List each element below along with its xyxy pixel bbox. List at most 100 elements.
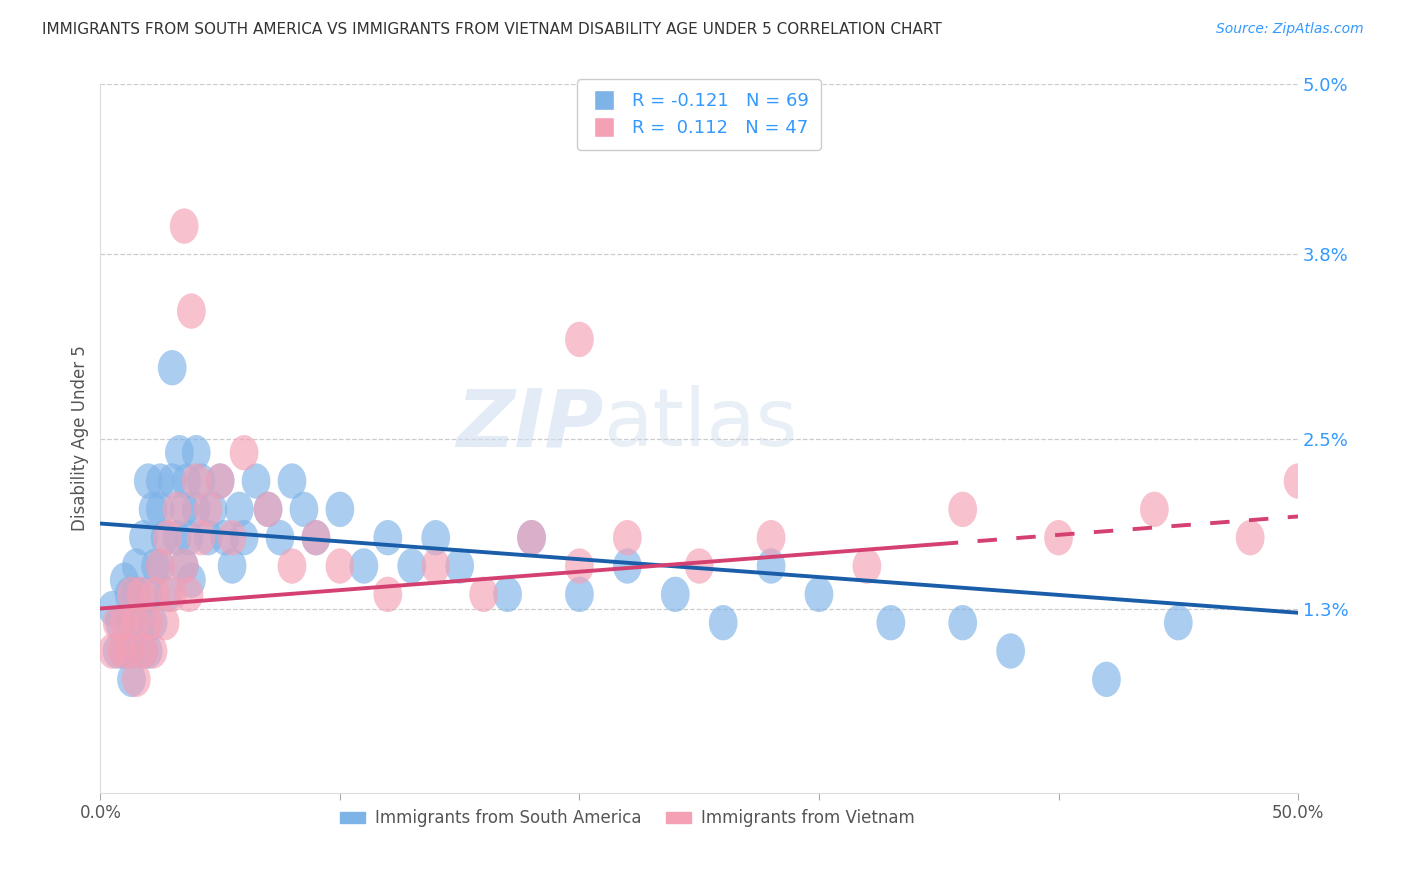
- Ellipse shape: [115, 576, 143, 612]
- Ellipse shape: [170, 491, 198, 527]
- Ellipse shape: [290, 491, 318, 527]
- Ellipse shape: [398, 549, 426, 583]
- Ellipse shape: [1164, 605, 1192, 640]
- Ellipse shape: [150, 605, 180, 640]
- Ellipse shape: [146, 549, 174, 583]
- Ellipse shape: [242, 463, 270, 499]
- Ellipse shape: [852, 549, 882, 583]
- Ellipse shape: [174, 576, 204, 612]
- Ellipse shape: [141, 576, 170, 612]
- Ellipse shape: [253, 491, 283, 527]
- Ellipse shape: [277, 463, 307, 499]
- Ellipse shape: [107, 633, 136, 669]
- Ellipse shape: [565, 549, 593, 583]
- Legend: Immigrants from South America, Immigrants from Vietnam: Immigrants from South America, Immigrant…: [333, 803, 922, 834]
- Ellipse shape: [134, 576, 163, 612]
- Ellipse shape: [157, 463, 187, 499]
- Ellipse shape: [756, 520, 786, 556]
- Ellipse shape: [374, 576, 402, 612]
- Ellipse shape: [117, 662, 146, 697]
- Ellipse shape: [218, 520, 246, 556]
- Ellipse shape: [218, 549, 246, 583]
- Ellipse shape: [146, 463, 174, 499]
- Ellipse shape: [177, 293, 205, 329]
- Ellipse shape: [374, 520, 402, 556]
- Ellipse shape: [613, 520, 641, 556]
- Ellipse shape: [170, 549, 198, 583]
- Ellipse shape: [139, 633, 167, 669]
- Y-axis label: Disability Age Under 5: Disability Age Under 5: [72, 345, 89, 532]
- Ellipse shape: [613, 549, 641, 583]
- Ellipse shape: [301, 520, 330, 556]
- Ellipse shape: [103, 605, 132, 640]
- Ellipse shape: [103, 633, 132, 669]
- Ellipse shape: [350, 549, 378, 583]
- Ellipse shape: [127, 605, 156, 640]
- Ellipse shape: [205, 463, 235, 499]
- Ellipse shape: [756, 549, 786, 583]
- Ellipse shape: [253, 491, 283, 527]
- Ellipse shape: [115, 633, 143, 669]
- Text: Source: ZipAtlas.com: Source: ZipAtlas.com: [1216, 22, 1364, 37]
- Text: atlas: atlas: [603, 385, 797, 463]
- Ellipse shape: [157, 576, 187, 612]
- Ellipse shape: [181, 491, 211, 527]
- Ellipse shape: [422, 520, 450, 556]
- Ellipse shape: [198, 491, 228, 527]
- Ellipse shape: [117, 576, 146, 612]
- Ellipse shape: [422, 549, 450, 583]
- Ellipse shape: [110, 633, 139, 669]
- Ellipse shape: [110, 605, 139, 640]
- Ellipse shape: [565, 322, 593, 357]
- Ellipse shape: [446, 549, 474, 583]
- Ellipse shape: [170, 549, 198, 583]
- Ellipse shape: [153, 520, 181, 556]
- Ellipse shape: [661, 576, 689, 612]
- Ellipse shape: [122, 549, 150, 583]
- Ellipse shape: [1045, 520, 1073, 556]
- Ellipse shape: [565, 576, 593, 612]
- Ellipse shape: [165, 435, 194, 470]
- Ellipse shape: [948, 491, 977, 527]
- Ellipse shape: [146, 491, 174, 527]
- Text: IMMIGRANTS FROM SOUTH AMERICA VS IMMIGRANTS FROM VIETNAM DISABILITY AGE UNDER 5 : IMMIGRANTS FROM SOUTH AMERICA VS IMMIGRA…: [42, 22, 942, 37]
- Ellipse shape: [105, 605, 134, 640]
- Ellipse shape: [127, 576, 156, 612]
- Ellipse shape: [181, 435, 211, 470]
- Ellipse shape: [129, 633, 157, 669]
- Ellipse shape: [181, 463, 211, 499]
- Ellipse shape: [98, 591, 127, 626]
- Ellipse shape: [1236, 520, 1264, 556]
- Ellipse shape: [187, 520, 215, 556]
- Ellipse shape: [141, 549, 170, 583]
- Ellipse shape: [139, 491, 167, 527]
- Ellipse shape: [709, 605, 738, 640]
- Ellipse shape: [804, 576, 834, 612]
- Ellipse shape: [211, 520, 239, 556]
- Ellipse shape: [948, 605, 977, 640]
- Ellipse shape: [187, 463, 215, 499]
- Ellipse shape: [134, 633, 163, 669]
- Ellipse shape: [153, 576, 181, 612]
- Ellipse shape: [301, 520, 330, 556]
- Ellipse shape: [174, 520, 204, 556]
- Ellipse shape: [98, 633, 127, 669]
- Ellipse shape: [129, 520, 157, 556]
- Ellipse shape: [517, 520, 546, 556]
- Ellipse shape: [115, 605, 143, 640]
- Ellipse shape: [277, 549, 307, 583]
- Ellipse shape: [225, 491, 253, 527]
- Ellipse shape: [470, 576, 498, 612]
- Ellipse shape: [177, 563, 205, 598]
- Ellipse shape: [229, 520, 259, 556]
- Ellipse shape: [229, 435, 259, 470]
- Ellipse shape: [517, 520, 546, 556]
- Ellipse shape: [1092, 662, 1121, 697]
- Ellipse shape: [266, 520, 294, 556]
- Ellipse shape: [194, 491, 222, 527]
- Ellipse shape: [146, 549, 174, 583]
- Ellipse shape: [122, 662, 150, 697]
- Ellipse shape: [194, 520, 222, 556]
- Ellipse shape: [163, 520, 191, 556]
- Ellipse shape: [134, 605, 163, 640]
